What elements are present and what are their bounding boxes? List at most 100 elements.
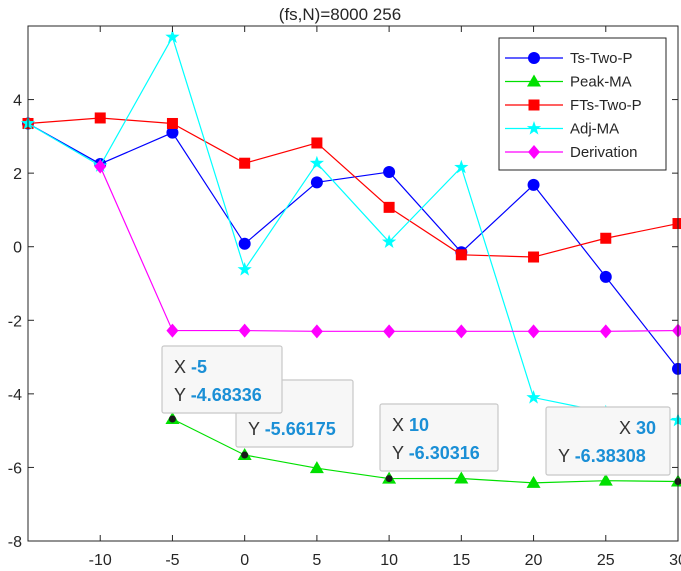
data-point-ts-two-p (383, 166, 396, 179)
data-point-peak-ma (454, 471, 469, 484)
x-tick-label: 30 (669, 552, 681, 569)
x-tick-label: 10 (380, 552, 398, 569)
datatip-y-label: Y (174, 385, 191, 405)
datatip-x-label: X (392, 415, 409, 435)
data-point-ts-two-p (527, 178, 540, 191)
x-tick-label: -10 (89, 552, 112, 569)
x-tick-label: 20 (525, 552, 543, 569)
y-tick-label: 4 (13, 93, 22, 110)
y-tick-label: 2 (13, 166, 22, 183)
datatip-x-value: -5 (191, 357, 207, 377)
datatip-y-row: Y -6.30316 (392, 443, 480, 463)
datatip-x-label: X (619, 418, 636, 438)
data-point-derivation (383, 324, 396, 339)
data-point-derivation (599, 324, 612, 339)
data-point-adj-ma (526, 390, 541, 404)
datatip-anchor-dot[interactable] (385, 475, 393, 483)
datatip-y-row: Y -4.68336 (174, 385, 262, 405)
datatip[interactable]: X 10Y -6.30316 (379, 403, 499, 472)
axes-box (27, 25, 679, 542)
y-tick-label: 0 (13, 240, 22, 257)
legend-label-adj-ma: Adj-MA (570, 121, 619, 138)
data-point-ts-two-p (238, 237, 251, 250)
legend-marker-peak-ma (527, 74, 541, 87)
legend-marker-fts-two-p (528, 99, 540, 111)
data-point-fts-two-p (311, 137, 323, 149)
data-point-derivation (527, 324, 540, 339)
series-derivation (94, 159, 681, 339)
data-point-fts-two-p (383, 201, 395, 213)
y-tick-label: -6 (8, 460, 22, 477)
data-point-adj-ma (165, 29, 180, 44)
y-tick-label: -2 (8, 313, 22, 330)
series-line-peak-ma (172, 418, 679, 484)
y-tick-label: -4 (8, 387, 22, 404)
datatip[interactable]: X 30 Y -6.38308 (545, 406, 671, 476)
datatip-y-value: -4.68336 (191, 385, 262, 405)
x-tick-label: 5 (312, 552, 321, 569)
legend-label-derivation: Derivation (570, 144, 638, 161)
datatip-y-label: Y (558, 446, 575, 466)
x-tick-label: 0 (240, 552, 249, 569)
legend-box (498, 37, 667, 171)
x-tick-label: 25 (597, 552, 615, 569)
x-tick-label: -5 (165, 552, 179, 569)
legend-label-peak-ma: Peak-MA (570, 74, 632, 91)
legend-marker-adj-ma (526, 121, 542, 135)
datatip-anchor-dot[interactable] (168, 415, 176, 423)
data-point-ts-two-p (166, 126, 179, 139)
datatip-y-row: Y -5.66175 (248, 419, 336, 439)
data-point-fts-two-p (94, 112, 106, 124)
data-point-derivation (310, 324, 323, 339)
series-line-ts-two-p (27, 122, 679, 370)
datatip[interactable]: X -5Y -4.68336 (161, 345, 283, 414)
legend-label-ts-two-p: Ts-Two-P (570, 50, 633, 67)
data-point-fts-two-p (672, 218, 681, 230)
data-point-ts-two-p (672, 362, 681, 375)
datatip-x-value: 30 (636, 418, 656, 438)
legend-marker-derivation (528, 145, 540, 159)
data-point-fts-two-p (239, 157, 251, 169)
data-point-adj-ma (454, 159, 469, 174)
y-tick-label: -8 (8, 534, 22, 551)
data-point-derivation (455, 324, 468, 339)
datatip-box (379, 403, 499, 472)
data-point-derivation (672, 323, 681, 338)
datatip-anchor-dot[interactable] (241, 451, 249, 459)
legend-label-fts-two-p: FTs-Two-P (570, 97, 642, 114)
datatip-y-value: -5.66175 (265, 419, 336, 439)
data-point-derivation (94, 159, 107, 174)
data-point-fts-two-p (600, 232, 612, 244)
data-point-ts-two-p (310, 176, 323, 189)
datatip-y-value: -6.38308 (575, 446, 646, 466)
data-point-fts-two-p (166, 117, 178, 129)
data-point-peak-ma (526, 475, 541, 488)
datatip-x-row: X 30 (619, 418, 656, 438)
series-line-fts-two-p (27, 117, 679, 258)
data-point-derivation (238, 323, 251, 338)
x-tick-label: 15 (452, 552, 470, 569)
data-point-adj-ma (381, 234, 397, 248)
data-point-peak-ma (598, 473, 613, 486)
data-point-derivation (166, 323, 179, 338)
datatip-y-label: Y (392, 443, 409, 463)
data-point-adj-ma (237, 262, 252, 276)
data-point-adj-ma (309, 155, 325, 170)
chart-title: (fs,N)=8000 256 (279, 5, 401, 24)
data-point-fts-two-p (528, 251, 540, 263)
datatip-box (545, 406, 671, 476)
datatip-y-label: Y (248, 419, 265, 439)
data-point-ts-two-p (599, 270, 612, 283)
datatip-x-row: X -5 (174, 357, 207, 377)
datatip-x-label: X (174, 357, 191, 377)
legend: Ts-Two-P Peak-MA FTs-Two-P Adj-MA Derivation (498, 37, 667, 171)
datatip-y-row: Y -6.38308 (558, 446, 646, 466)
data-point-fts-two-p (455, 249, 467, 261)
datatip-y-value: -6.30316 (409, 443, 480, 463)
datatip-x-row: X 10 (392, 415, 429, 435)
legend-marker-ts-two-p (528, 52, 540, 64)
data-point-peak-ma (309, 461, 324, 474)
series-line-adj-ma (27, 35, 679, 421)
datatip-x-value: 10 (409, 415, 429, 435)
